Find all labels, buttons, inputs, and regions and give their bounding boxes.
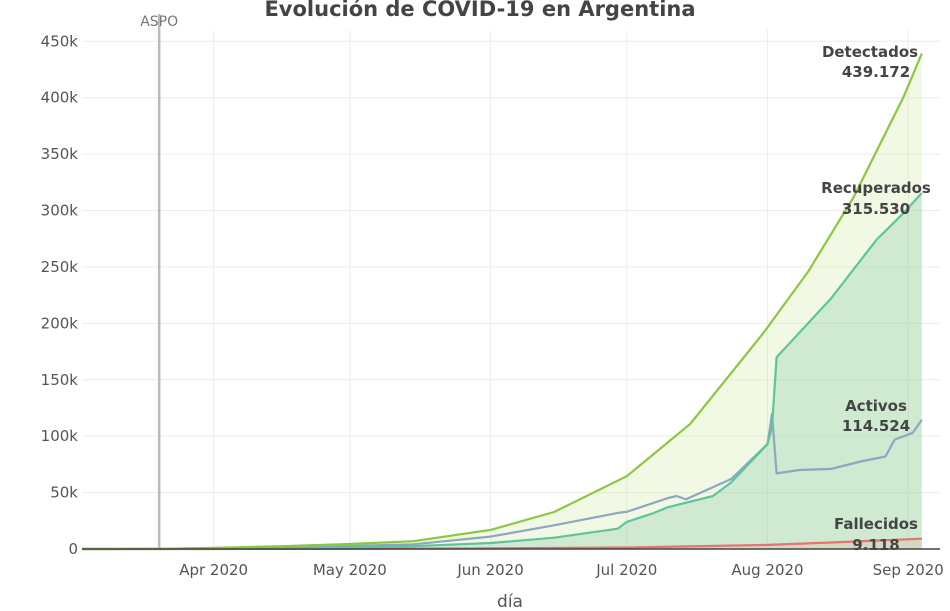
y-tick-label: 100k <box>41 427 79 445</box>
label-activos-value: 114.524 <box>842 417 910 435</box>
x-tick-label: Jul 2020 <box>595 561 657 579</box>
label-fallecidos-value: 9.118 <box>852 536 899 554</box>
label-detectados-value: 439.172 <box>842 63 910 81</box>
chart-title: Evolución de COVID-19 en Argentina <box>264 0 695 21</box>
grid <box>82 30 940 549</box>
series-fills <box>82 53 922 549</box>
y-tick-label: 450k <box>41 32 79 50</box>
x-tick-label: Aug 2020 <box>731 561 803 579</box>
y-tick-label: 50k <box>50 484 78 502</box>
y-tick-label: 250k <box>41 258 79 276</box>
x-tick-label: Sep 2020 <box>873 561 944 579</box>
line-recuperados <box>82 192 923 551</box>
x-axis-label: día <box>497 592 523 611</box>
label-fallecidos-name: Fallecidos <box>834 515 918 533</box>
y-tick-label: 0 <box>68 540 78 558</box>
label-recuperados-value: 315.530 <box>842 200 910 218</box>
y-tick-label: 200k <box>41 314 79 332</box>
x-axis-ticks: Apr 2020 May 2020 Jun 2020 Jul 2020 Aug 2020… <box>179 561 944 579</box>
y-tick-label: 150k <box>41 371 79 389</box>
y-tick-label: 350k <box>41 145 79 163</box>
line-activos <box>81 412 923 551</box>
area-recuperados <box>82 193 922 549</box>
label-detectados-name: Detectados <box>822 43 918 61</box>
x-tick-label: May 2020 <box>313 561 387 579</box>
line-detectados <box>81 53 923 551</box>
label-recuperados-name: Recuperados <box>821 179 931 197</box>
y-tick-label: 400k <box>41 89 79 107</box>
x-tick-label: Apr 2020 <box>179 561 248 579</box>
y-axis-ticks: 0 50k 100k 150k 200k 250k 300k 350k 400k 450k <box>41 32 79 558</box>
area-detectados <box>82 53 922 549</box>
aspo-label: ASPO <box>140 14 178 30</box>
series-labels: Fallecidos 9.118 Activos 114.524 Recuperados… <box>821 43 931 554</box>
x-tick-label: Jun 2020 <box>456 561 523 579</box>
label-activos-name: Activos <box>845 397 907 415</box>
y-tick-label: 300k <box>41 202 79 220</box>
aspo-marker: ASPO <box>140 14 178 549</box>
